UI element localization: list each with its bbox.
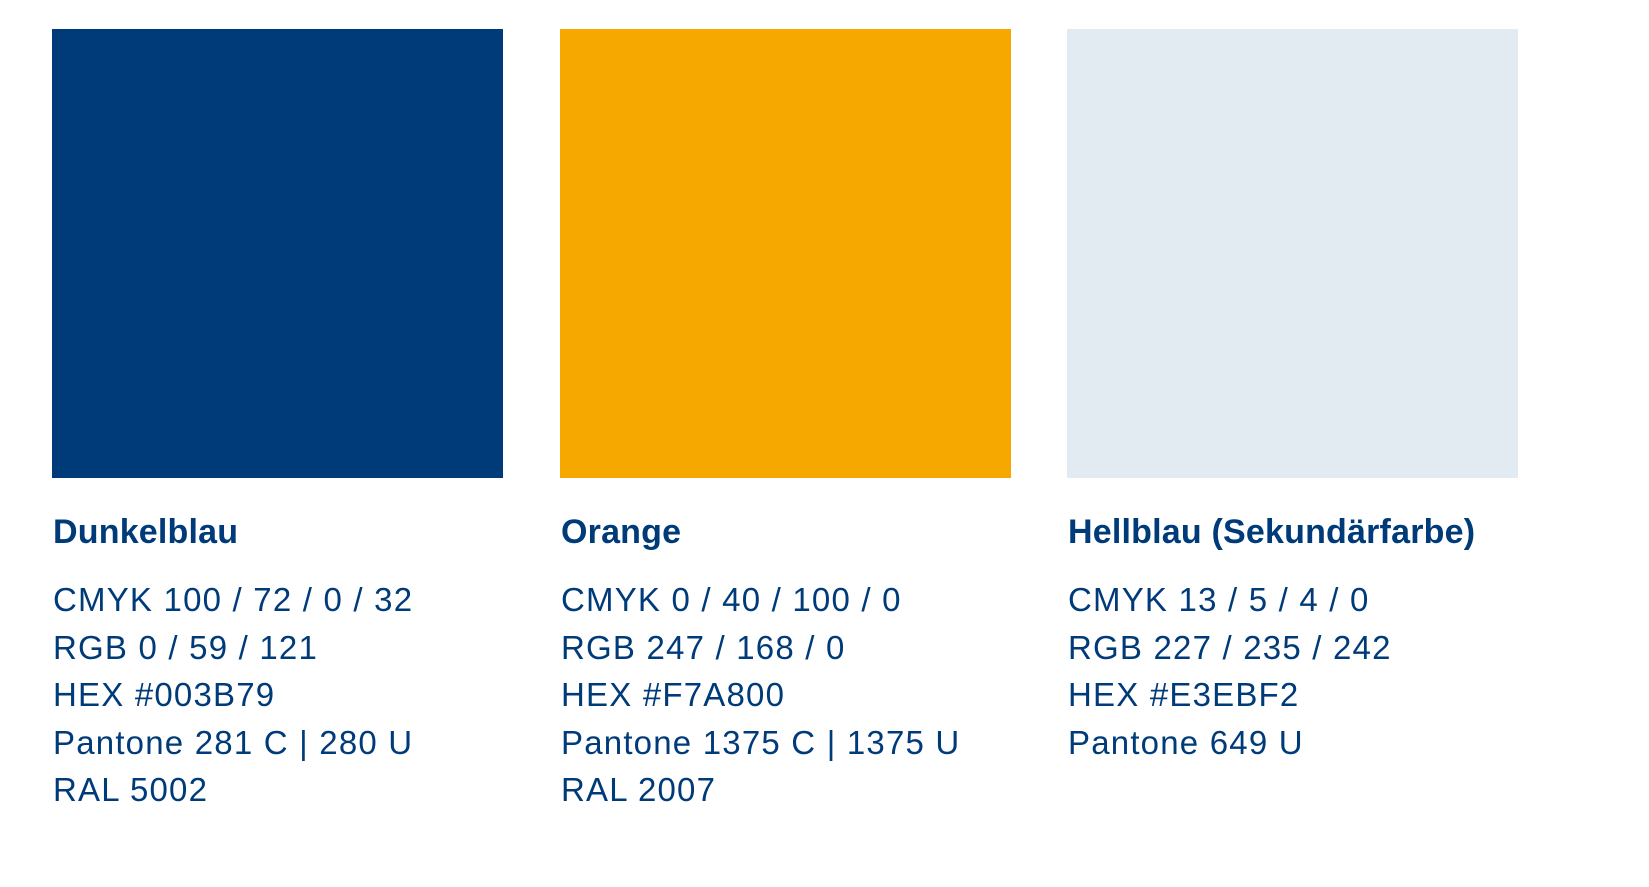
color-specs: CMYK 100 / 72 / 0 / 32 RGB 0 / 59 / 121 …: [53, 576, 413, 814]
color-name: Dunkelblau: [53, 513, 239, 551]
spec-hex: HEX #003B79: [53, 676, 276, 713]
color-swatch-orange: [560, 29, 1011, 478]
color-swatch-dunkelblau: [52, 29, 503, 478]
spec-pantone: Pantone 281 C | 280 U: [53, 723, 414, 761]
color-specs: CMYK 0 / 40 / 100 / 0 RGB 247 / 168 / 0 …: [561, 576, 960, 814]
color-specs: CMYK 13 / 5 / 4 / 0 RGB 227 / 235 / 242 …: [1068, 576, 1392, 766]
spec-pantone: Pantone 1375 C | 1375 U: [561, 723, 961, 761]
spec-ral: RAL 2007: [561, 771, 717, 808]
spec-hex: HEX #E3EBF2: [1068, 676, 1300, 713]
spec-cmyk: CMYK 100 / 72 / 0 / 32: [53, 581, 414, 618]
color-name: Hellblau (Sekundärfarbe): [1068, 513, 1476, 551]
spec-rgb: RGB 247 / 168 / 0: [561, 628, 846, 666]
spec-hex: HEX #F7A800: [561, 676, 786, 713]
spec-cmyk: CMYK 0 / 40 / 100 / 0: [561, 581, 902, 618]
color-swatch-hellblau: [1067, 29, 1518, 478]
spec-ral: RAL 5002: [53, 771, 209, 808]
color-card-dunkelblau: Dunkelblau CMYK 100 / 72 / 0 / 32 RGB 0 …: [52, 29, 503, 808]
spec-rgb: RGB 227 / 235 / 242: [1068, 628, 1392, 666]
color-card-hellblau: Hellblau (Sekundärfarbe) CMYK 13 / 5 / 4…: [1067, 29, 1518, 761]
spec-cmyk: CMYK 13 / 5 / 4 / 0: [1068, 581, 1370, 618]
color-name: Orange: [561, 513, 682, 551]
spec-rgb: RGB 0 / 59 / 121: [53, 628, 319, 666]
spec-pantone: Pantone 649 U: [1068, 723, 1304, 761]
color-card-orange: Orange CMYK 0 / 40 / 100 / 0 RGB 247 / 1…: [560, 29, 1011, 808]
